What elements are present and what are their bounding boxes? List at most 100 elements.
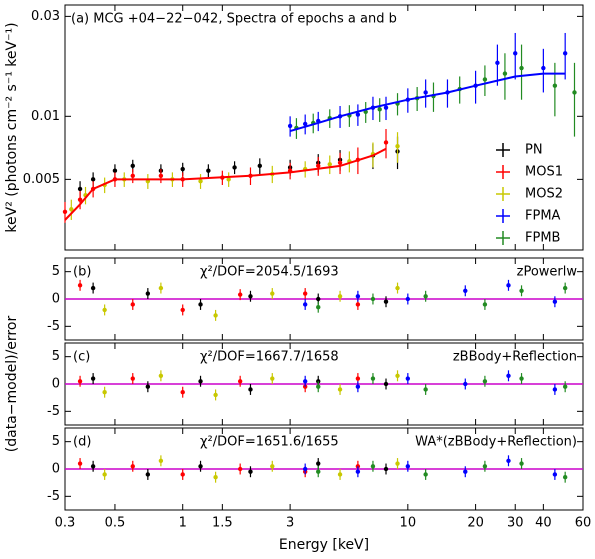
data-point xyxy=(77,186,83,192)
data-point xyxy=(519,288,524,293)
data-point xyxy=(383,105,389,110)
data-point xyxy=(316,305,321,310)
y-tick-label: 0.03 xyxy=(31,9,60,24)
data-point xyxy=(405,296,411,302)
data-point xyxy=(482,464,488,469)
data-point xyxy=(130,464,135,469)
data-point xyxy=(355,384,361,389)
data-point xyxy=(519,376,524,381)
data-point xyxy=(226,177,231,182)
data-point xyxy=(302,291,308,296)
data-point xyxy=(158,373,164,378)
data-point xyxy=(423,294,428,299)
data-point xyxy=(383,140,389,145)
data-point xyxy=(77,461,83,466)
data-point xyxy=(395,461,400,466)
data-point xyxy=(180,472,185,477)
data-point xyxy=(405,464,411,469)
data-point xyxy=(552,472,558,477)
data-point xyxy=(562,384,568,389)
data-point xyxy=(562,51,568,56)
data-point xyxy=(383,466,389,472)
data-point xyxy=(316,163,321,169)
model-name: WA*(zBBody+Reflection) xyxy=(415,435,577,450)
data-point xyxy=(506,283,511,288)
legend-label: FPMA xyxy=(525,209,561,224)
data-point xyxy=(463,469,468,474)
y-tick-label: -5 xyxy=(47,404,60,419)
data-point xyxy=(506,458,511,463)
data-point xyxy=(232,165,237,170)
y-tick-label: 5 xyxy=(52,264,60,279)
data-point xyxy=(102,390,107,395)
data-point xyxy=(145,291,151,296)
data-point xyxy=(423,90,428,95)
data-point xyxy=(237,379,243,384)
y-tick-label: -5 xyxy=(47,319,60,334)
plot-frame xyxy=(64,4,584,251)
data-point xyxy=(102,472,107,477)
data-point xyxy=(377,107,382,112)
data-point xyxy=(513,51,518,56)
data-point xyxy=(355,469,361,474)
data-point xyxy=(395,285,400,291)
y-tick-label: 5 xyxy=(52,349,60,364)
data-point xyxy=(506,373,511,378)
data-point xyxy=(206,168,211,173)
data-point xyxy=(370,296,376,302)
data-point xyxy=(302,121,308,127)
data-point xyxy=(90,464,96,469)
data-point xyxy=(541,65,546,71)
data-point xyxy=(287,123,293,129)
y-tick-label: 0 xyxy=(52,377,60,392)
data-point xyxy=(302,302,308,307)
data-point xyxy=(519,461,524,466)
data-point xyxy=(145,384,151,389)
data-point xyxy=(90,376,96,381)
data-point xyxy=(482,379,488,384)
data-point xyxy=(383,381,389,387)
data-point xyxy=(158,173,164,178)
data-point xyxy=(327,162,332,167)
data-point xyxy=(248,294,253,299)
y-tick-label: 5 xyxy=(52,434,60,449)
data-point xyxy=(495,60,500,66)
x-tick-label: 30 xyxy=(507,516,524,531)
data-point xyxy=(257,163,262,169)
x-tick-label: 1.5 xyxy=(212,516,233,531)
data-point xyxy=(237,466,243,472)
legend-label: MOS1 xyxy=(525,165,563,180)
data-point xyxy=(316,469,321,474)
data-point xyxy=(130,302,135,307)
data-point xyxy=(562,285,568,291)
data-point xyxy=(423,472,428,477)
fit-statistic: χ²/DOF=2054.5/1693 xyxy=(200,265,339,280)
data-point xyxy=(316,461,321,466)
data-point xyxy=(316,384,321,389)
data-point xyxy=(198,179,203,184)
data-point xyxy=(77,197,83,202)
data-point xyxy=(69,207,74,212)
x-tick-label: 0.3 xyxy=(55,516,76,531)
data-point xyxy=(270,291,275,296)
data-point xyxy=(248,387,253,392)
x-tick-label: 20 xyxy=(467,516,484,531)
data-point xyxy=(337,160,343,165)
y-axis-label: keV² (photons cm⁻² s⁻¹ keV⁻¹) xyxy=(4,22,20,232)
data-point xyxy=(248,469,253,474)
data-point xyxy=(355,376,361,381)
data-point xyxy=(302,466,308,472)
data-point xyxy=(463,381,468,387)
data-point xyxy=(370,464,376,469)
data-point xyxy=(572,90,577,95)
fit-statistic: χ²/DOF=1667.7/1658 xyxy=(200,350,339,365)
panel-label: (c) xyxy=(73,350,90,365)
data-point xyxy=(180,307,185,313)
data-point xyxy=(213,392,218,398)
data-point xyxy=(198,302,203,307)
data-point xyxy=(302,379,308,384)
data-point xyxy=(77,379,83,384)
data-point xyxy=(90,177,96,182)
data-point xyxy=(552,387,558,392)
